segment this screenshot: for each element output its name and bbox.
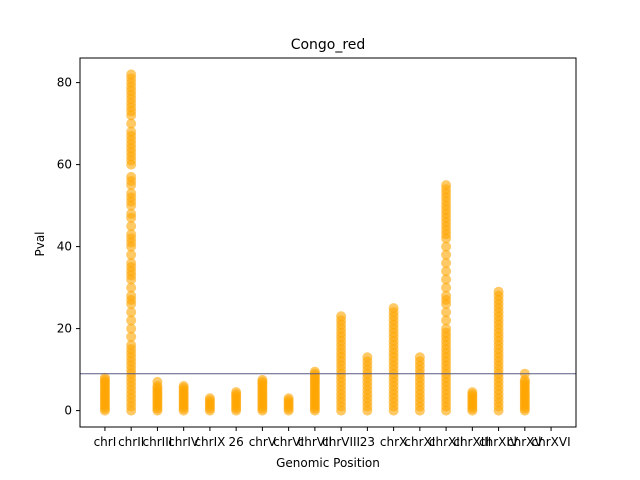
- data-point: [152, 376, 163, 387]
- data-point: [126, 282, 137, 293]
- x-tick-label: chrI: [94, 435, 117, 449]
- x-tick-label: chrII: [118, 435, 144, 449]
- data-point: [126, 126, 137, 137]
- plot-frame: [79, 57, 577, 428]
- y-tick-label: 60: [57, 158, 72, 172]
- data-point: [204, 393, 215, 404]
- x-tick-label: chrXI: [404, 435, 435, 449]
- data-point: [126, 118, 137, 129]
- data-point: [441, 180, 452, 191]
- x-tick-label: 23: [360, 435, 375, 449]
- x-tick-label: chrXIII: [453, 435, 491, 449]
- data-point: [126, 307, 137, 318]
- data-point: [441, 307, 452, 318]
- y-tick-label: 80: [57, 76, 72, 90]
- data-point: [441, 258, 452, 268]
- x-tick-label: chrV: [249, 435, 277, 449]
- x-tick-label: 26: [229, 435, 244, 449]
- y-tick-label: 40: [57, 240, 72, 254]
- data-point: [441, 241, 452, 252]
- x-tick-label: chrX: [380, 435, 407, 449]
- data-point: [441, 274, 452, 285]
- data-point: [126, 249, 137, 260]
- data-point: [231, 387, 242, 398]
- data-point: [309, 366, 320, 377]
- data-point: [493, 286, 504, 297]
- data-point: [126, 290, 137, 301]
- x-tick-label: chrIV: [168, 435, 200, 449]
- x-axis-label: Genomic Position: [276, 456, 380, 470]
- data-point: [441, 249, 452, 260]
- data-point: [126, 208, 137, 219]
- data-point: [441, 315, 452, 326]
- chart-title: Congo_red: [291, 37, 366, 53]
- data-point: [126, 258, 137, 268]
- data-point: [388, 303, 399, 314]
- y-tick-label: 0: [64, 404, 72, 418]
- data-point: [257, 374, 268, 385]
- data-point: [126, 171, 137, 182]
- data-point: [126, 221, 137, 232]
- y-tick-label: 20: [57, 322, 72, 336]
- x-tick-label: chrVIII: [322, 435, 360, 449]
- data-point: [414, 352, 425, 363]
- x-tick-label: chrXII: [429, 435, 463, 449]
- data-point: [467, 387, 478, 398]
- data-point: [126, 331, 137, 342]
- data-point: [441, 266, 452, 277]
- x-tick-label: chrXIV: [479, 435, 519, 449]
- data-point: [126, 315, 137, 326]
- data-point: [126, 323, 137, 334]
- x-tick-label: chrIX: [194, 435, 225, 449]
- points-layer: [99, 69, 530, 416]
- data-point: [441, 290, 452, 301]
- data-point: [99, 372, 110, 383]
- y-axis: 0 20 40 60 80: [57, 76, 80, 418]
- data-point: [283, 393, 294, 404]
- x-tick-label: chrXV: [507, 435, 543, 449]
- y-axis-label: Pval: [33, 231, 47, 256]
- x-tick-label: chrIII: [143, 435, 173, 449]
- data-point: [126, 69, 137, 80]
- data-point: [441, 282, 452, 293]
- data-point: [362, 352, 373, 363]
- data-point: [126, 188, 137, 199]
- data-point: [178, 381, 189, 391]
- x-tick-label: chrVI: [273, 435, 304, 449]
- x-tick-label: chrXVI: [532, 435, 571, 449]
- data-point: [336, 311, 347, 322]
- data-point: [126, 229, 137, 240]
- data-point: [441, 323, 452, 334]
- x-tick-label: chrVII: [298, 435, 332, 449]
- data-point: [126, 340, 137, 350]
